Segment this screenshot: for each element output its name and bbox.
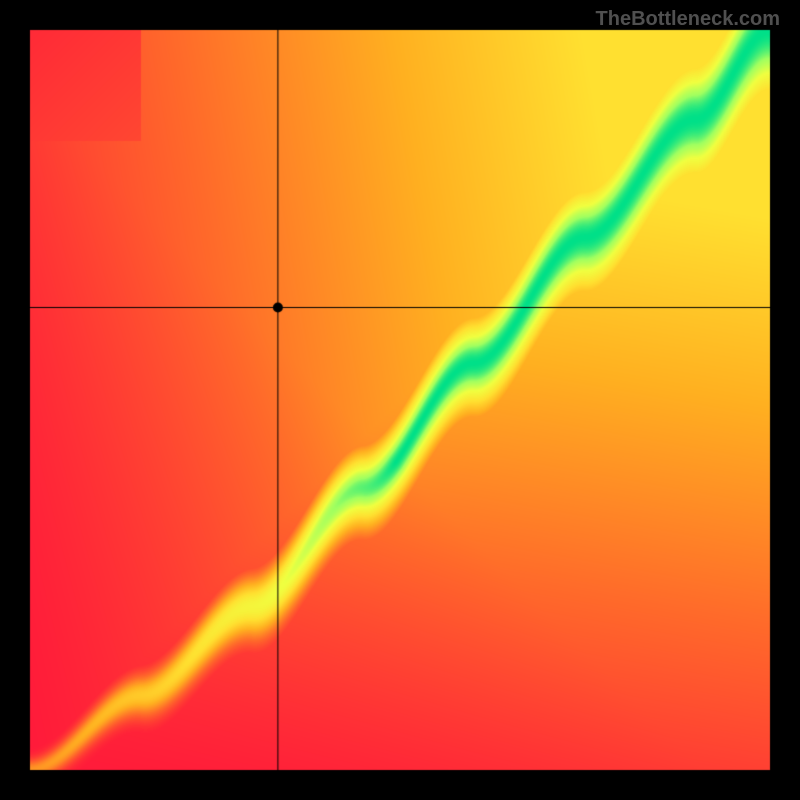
watermark-text: TheBottleneck.com: [596, 8, 780, 31]
heatmap-canvas: [0, 0, 800, 800]
chart-container: TheBottleneck.com: [0, 0, 800, 800]
